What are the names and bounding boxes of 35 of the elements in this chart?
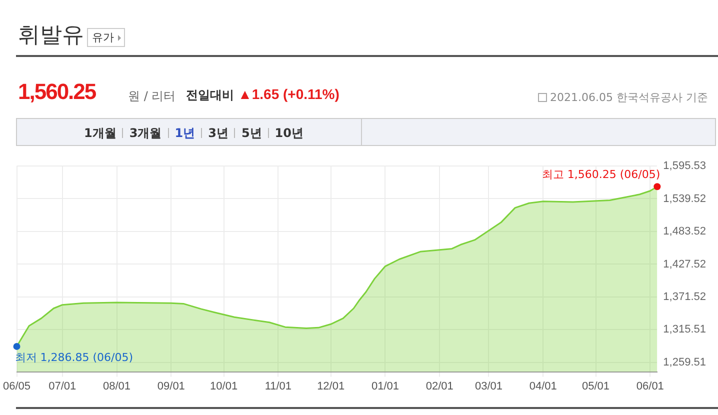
x-tick-label: 05/01: [582, 380, 610, 392]
x-tick-label: 04/01: [529, 380, 557, 392]
text: 1,560.25: [18, 79, 96, 105]
x-tick-label: 01/01: [371, 380, 399, 392]
text: 유가: [92, 31, 114, 44]
x-tick-label: 08/01: [103, 380, 131, 392]
text: 5년: [241, 126, 262, 140]
text: 3년: [208, 126, 228, 140]
x-tick-label: 06/05: [3, 380, 31, 392]
y-tick-label: 1,259.51: [663, 356, 706, 368]
text: ▲1.65 (+0.11%): [238, 86, 340, 102]
y-tick-label: 1,315.51: [663, 324, 706, 336]
y-tick-label: 1,483.52: [663, 226, 706, 238]
x-tick-label: 02/01: [426, 380, 454, 392]
x-tick-label: 12/01: [317, 380, 345, 392]
y-tick-label: 1,427.52: [663, 258, 706, 270]
x-tick-label: 10/01: [210, 380, 238, 392]
x-tick-label: 09/01: [157, 380, 185, 392]
y-tick-label: 1,539.52: [663, 192, 706, 205]
text: 원 / 리터: [128, 88, 176, 105]
annotation: 최고 1,560.25 (06/05): [542, 168, 660, 181]
chart-title: 휘발유: [18, 22, 84, 50]
annotation: 최저 1,286.85 (06/05): [14, 350, 134, 364]
x-tick-label: 03/01: [474, 380, 503, 392]
text: 1개월: [84, 126, 116, 140]
text: 3개월: [129, 126, 162, 140]
text: 전일대비: [186, 87, 234, 104]
x-tick-label: 07/01: [48, 380, 76, 392]
text: 1년: [174, 126, 196, 140]
text: 10년: [274, 126, 304, 140]
y-tick-label: 1,371.52: [663, 290, 706, 303]
text: 2021.06.05 한국석유공사 기준: [550, 91, 708, 104]
y-tick-label: 1,595.53: [663, 160, 706, 172]
x-tick-label: 06/01: [636, 380, 664, 392]
x-tick-label: 11/01: [264, 380, 292, 392]
